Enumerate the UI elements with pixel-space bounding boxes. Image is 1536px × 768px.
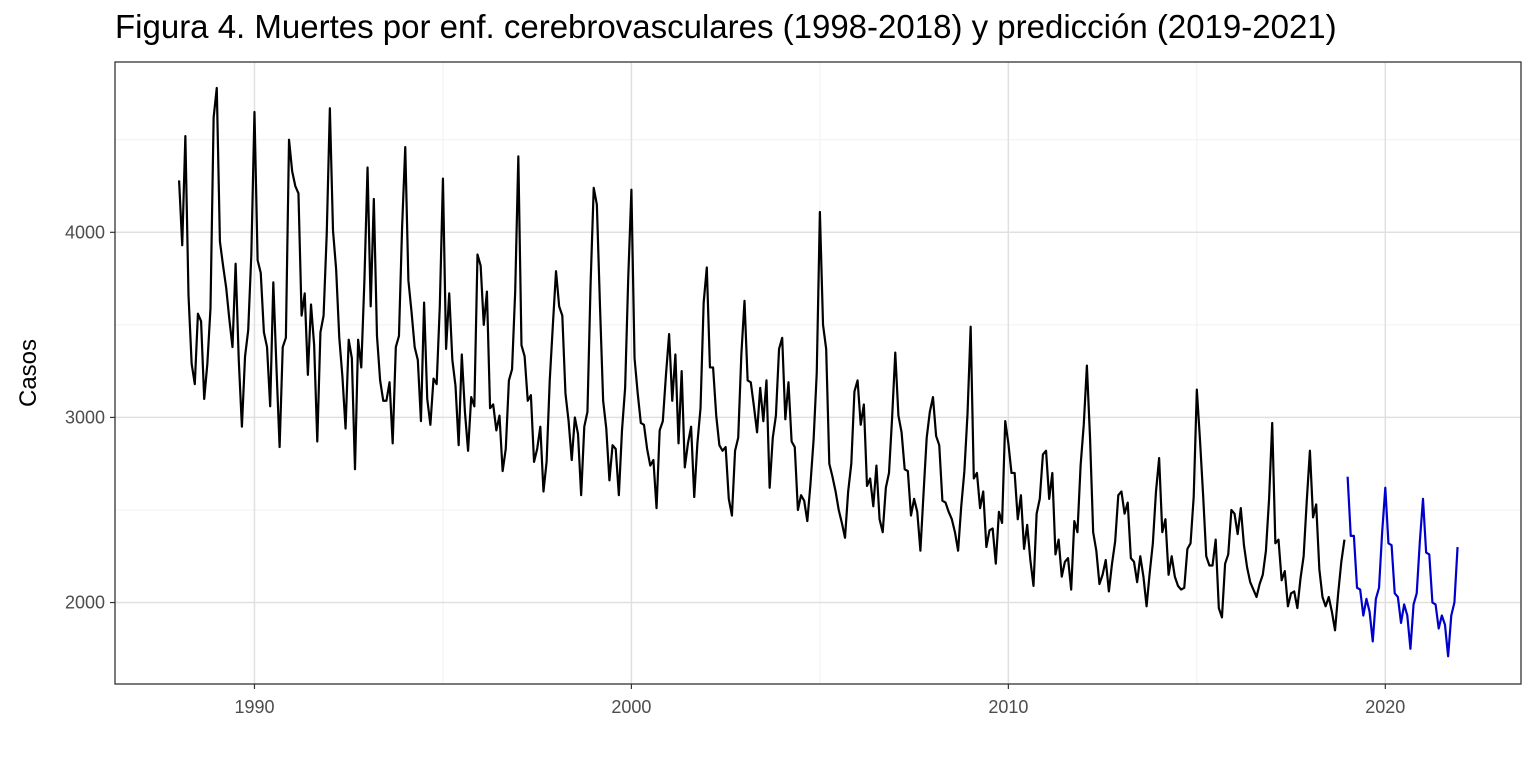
- y-tick-label: 2000: [65, 593, 105, 613]
- y-tick-label: 4000: [65, 222, 105, 242]
- series-line-observed: [177, 86, 1346, 632]
- series-line-forecast: [1346, 476, 1459, 658]
- panel-border: [114, 61, 1522, 685]
- y-tick-label: 3000: [65, 407, 105, 427]
- y-axis-title: Casos: [15, 339, 42, 407]
- x-tick-label: 2010: [988, 697, 1028, 717]
- x-tick-label: 2000: [611, 697, 651, 717]
- chart-title: Figura 4. Muertes por enf. cerebrovascul…: [115, 8, 1337, 45]
- x-tick-label: 2020: [1365, 697, 1405, 717]
- x-tick-label: 1990: [234, 697, 274, 717]
